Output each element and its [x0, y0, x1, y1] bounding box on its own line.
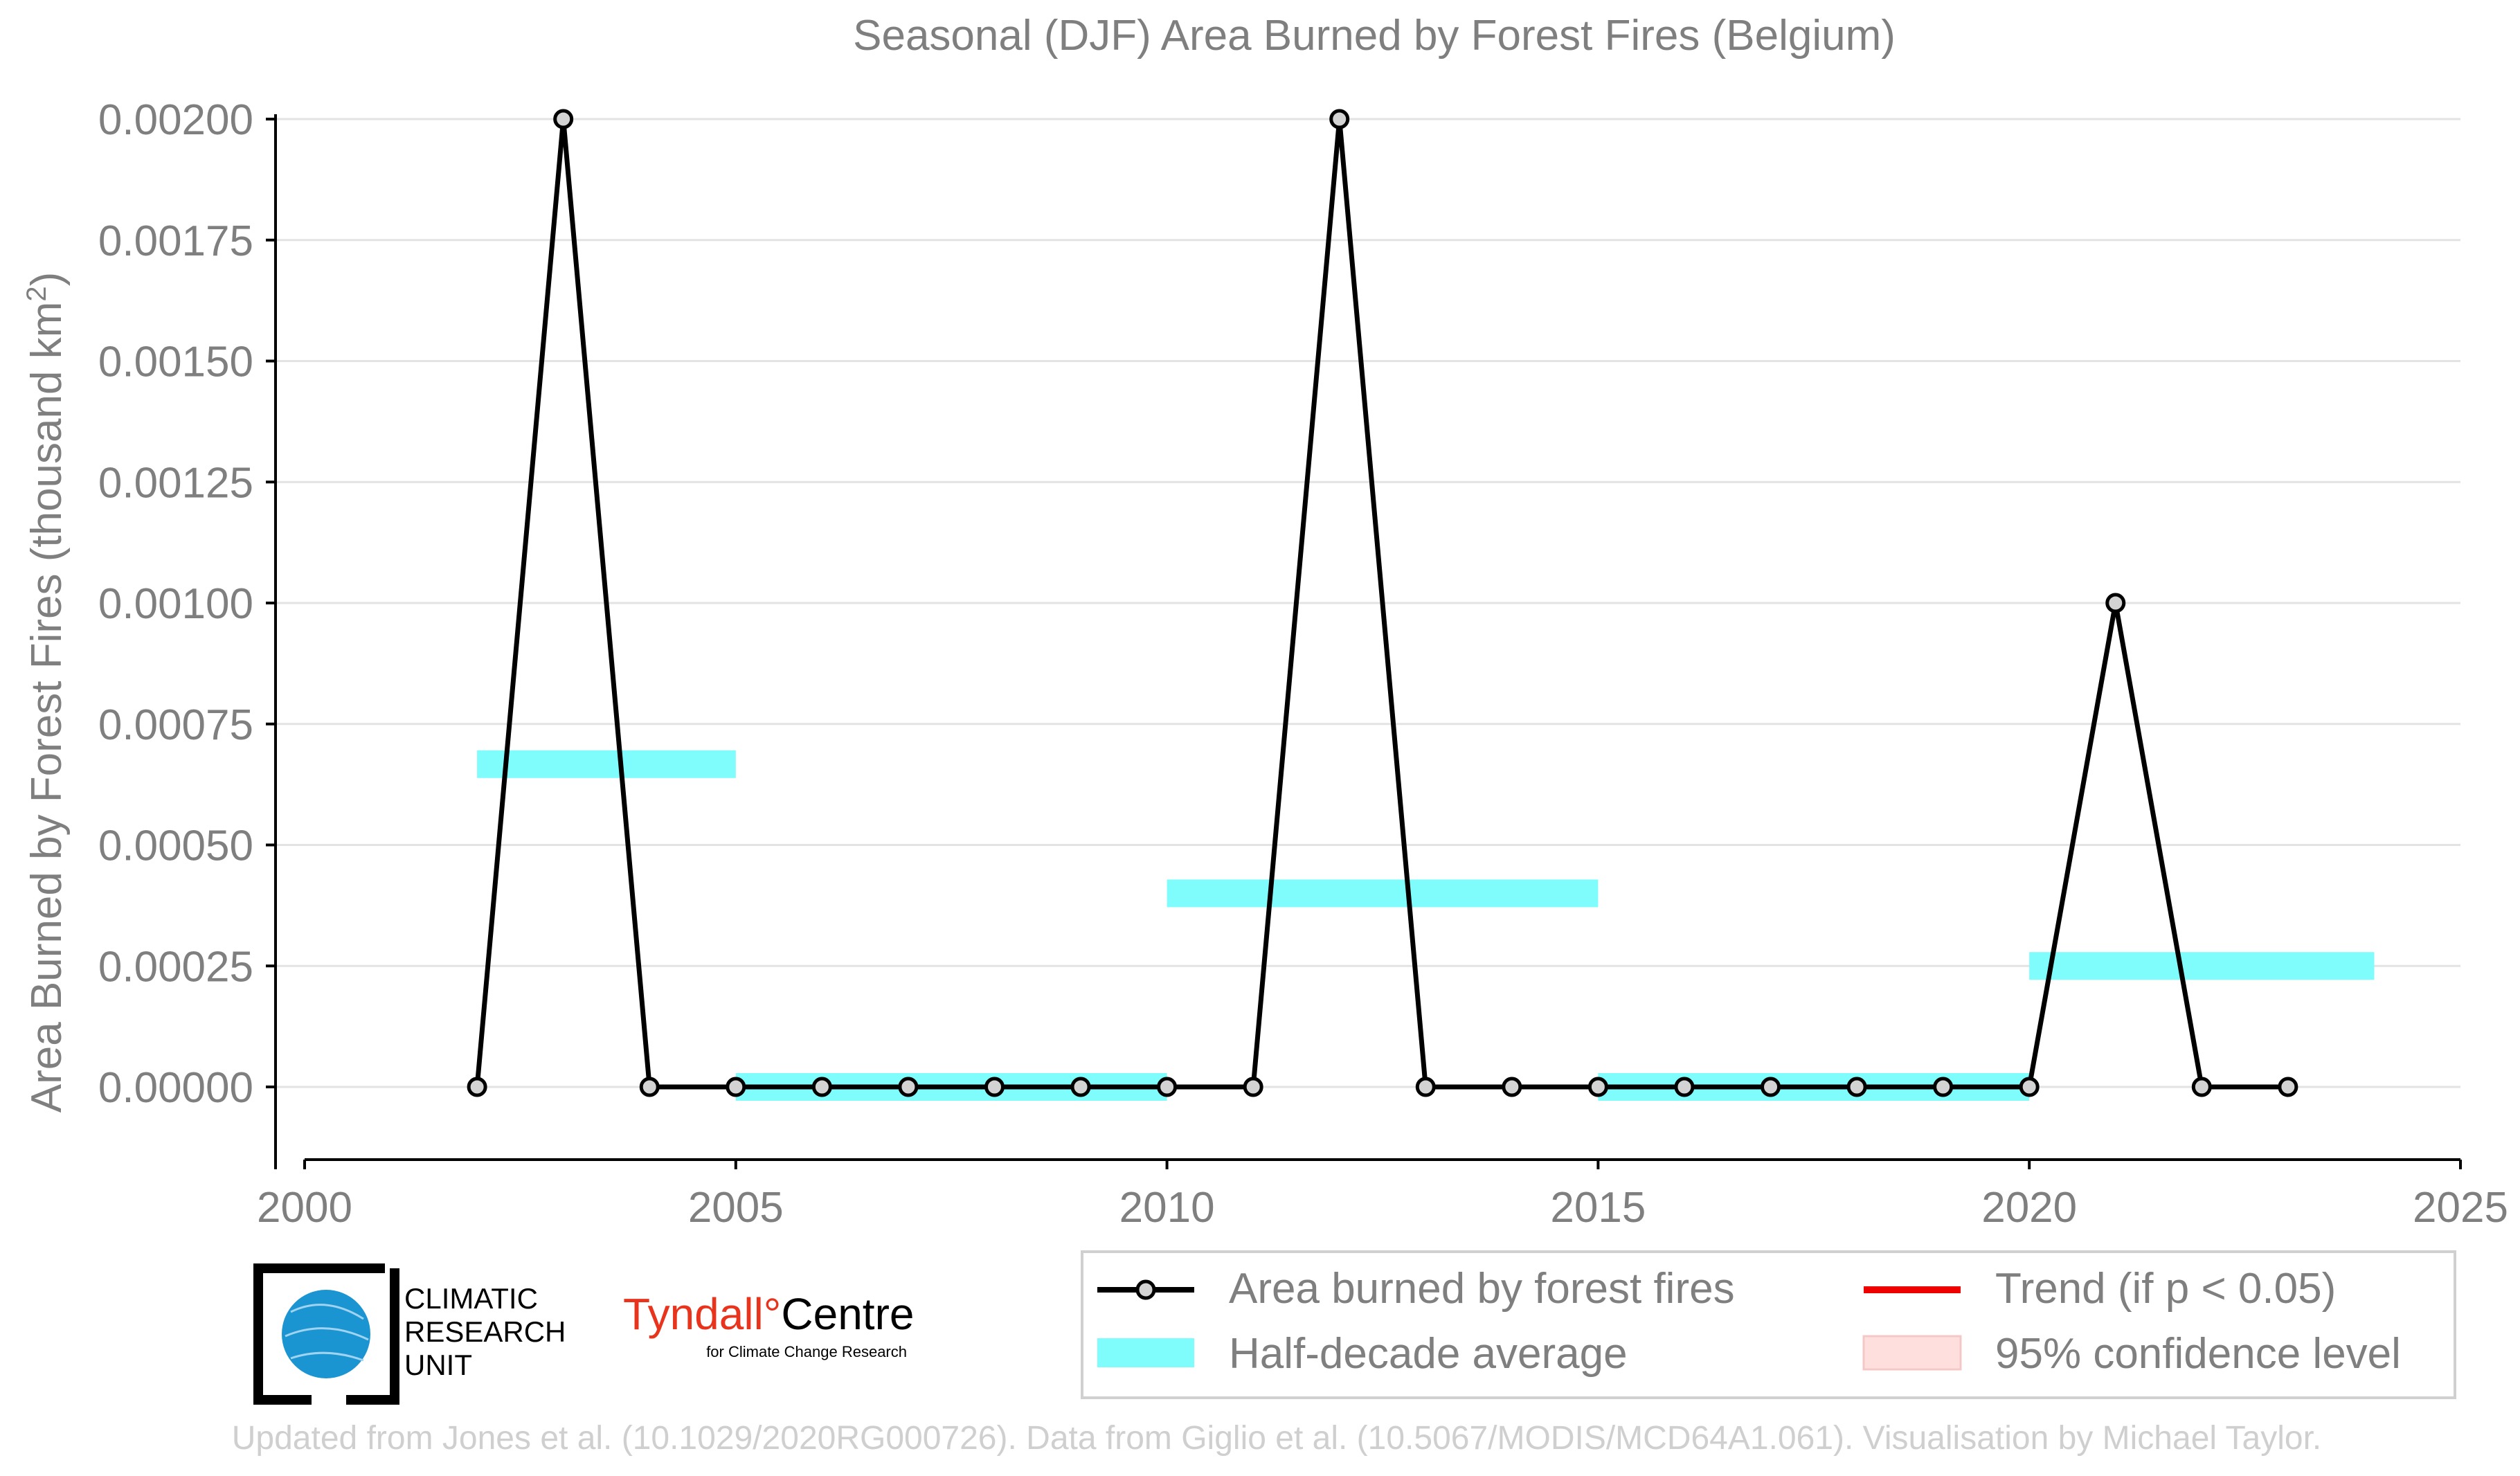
data-point — [1761, 1077, 1781, 1097]
data-point — [2191, 1077, 2212, 1097]
data-point — [1846, 1077, 1867, 1097]
data-point — [898, 1077, 919, 1097]
axes: 0.00000 0.00025 0.00050 0.00075 0.00100 0.001… — [98, 96, 2508, 1232]
legend-confidence-label: 95% confidence level — [1995, 1330, 2401, 1378]
data-point — [2105, 593, 2126, 613]
x-tick-label: 2000 — [257, 1184, 352, 1232]
data-point — [1587, 1077, 1608, 1097]
data-point — [984, 1077, 1005, 1097]
y-axis-label: Area Burned by Forest Fires (thousand km… — [21, 272, 71, 1113]
cru-logo-frame — [253, 1263, 399, 1405]
data-point — [1070, 1077, 1091, 1097]
series-line-layer — [474, 118, 2288, 1090]
x-tick-label: 2020 — [1981, 1184, 2077, 1232]
y-tick-label: 0.00000 — [98, 1064, 253, 1112]
y-tick-label: 0.00025 — [98, 943, 253, 991]
legend-box — [1081, 1250, 2456, 1399]
data-point — [1502, 1077, 1522, 1097]
legend-series-label: Area burned by forest fires — [1229, 1265, 1735, 1313]
data-point — [1157, 1077, 1178, 1097]
chart-title: Seasonal (DJF) Area Burned by Forest Fir… — [853, 12, 1896, 60]
data-point — [1243, 1077, 1263, 1097]
y-tick-label: 0.00075 — [98, 701, 253, 749]
data-point — [639, 1077, 660, 1097]
data-point — [1674, 1077, 1695, 1097]
legend-half-decade-label: Half-decade average — [1229, 1330, 1628, 1378]
legend-series-marker — [1135, 1279, 1156, 1300]
y-tick-label: 0.00100 — [98, 580, 253, 628]
legend-trend-label: Trend (if p < 0.05) — [1995, 1265, 2336, 1313]
half-decade-band — [477, 750, 736, 778]
series-line — [474, 118, 2288, 1090]
y-tick-label: 0.00050 — [98, 822, 253, 870]
y-tick-label: 0.00200 — [98, 96, 253, 144]
y-tick-label: 0.00175 — [98, 217, 253, 265]
legend-confidence-swatch — [1862, 1335, 1962, 1371]
data-point — [2278, 1077, 2298, 1097]
x-tick-label: 2010 — [1119, 1184, 1215, 1232]
half-decade-bands — [477, 750, 2375, 1101]
cru-logo-line1: CLIMATIC — [404, 1282, 538, 1315]
data-point — [726, 1077, 746, 1097]
footer-credit: Updated from Jones et al. (10.1029/2020R… — [232, 1420, 2322, 1457]
legend: Area burned by forest fires Half-decade … — [1081, 1250, 2456, 1399]
x-tick-label: 2015 — [1550, 1184, 1646, 1232]
data-point — [1415, 1077, 1436, 1097]
grid-lines — [276, 118, 2460, 1088]
legend-half-decade-swatch — [1097, 1338, 1194, 1367]
data-point — [553, 109, 574, 129]
half-decade-band — [2029, 952, 2375, 980]
data-point — [467, 1077, 487, 1097]
tyndall-logo-name: Tyndall°Centre — [623, 1289, 914, 1339]
cru-logo-line2: RESEARCH — [404, 1315, 566, 1348]
half-decade-band — [1167, 879, 1599, 908]
cru-globe-lines — [285, 1304, 369, 1362]
y-tick-label: 0.00125 — [98, 459, 253, 507]
cru-logo: CLIMATIC RESEARCH UNIT — [253, 1263, 566, 1405]
data-point — [1329, 109, 1350, 129]
y-tick-label: 0.00150 — [98, 339, 253, 386]
tyndall-logo-tagline: for Climate Change Research — [706, 1343, 907, 1360]
tyndall-logo: Tyndall°Centre for Climate Change Resear… — [623, 1289, 914, 1360]
series-markers — [467, 109, 2298, 1097]
data-point — [811, 1077, 832, 1097]
cru-logo-line3: UNIT — [404, 1349, 472, 1381]
x-tick-label: 2025 — [2413, 1184, 2508, 1232]
data-point — [1933, 1077, 1954, 1097]
x-tick-label: 2005 — [688, 1184, 784, 1232]
data-point — [2019, 1077, 2040, 1097]
